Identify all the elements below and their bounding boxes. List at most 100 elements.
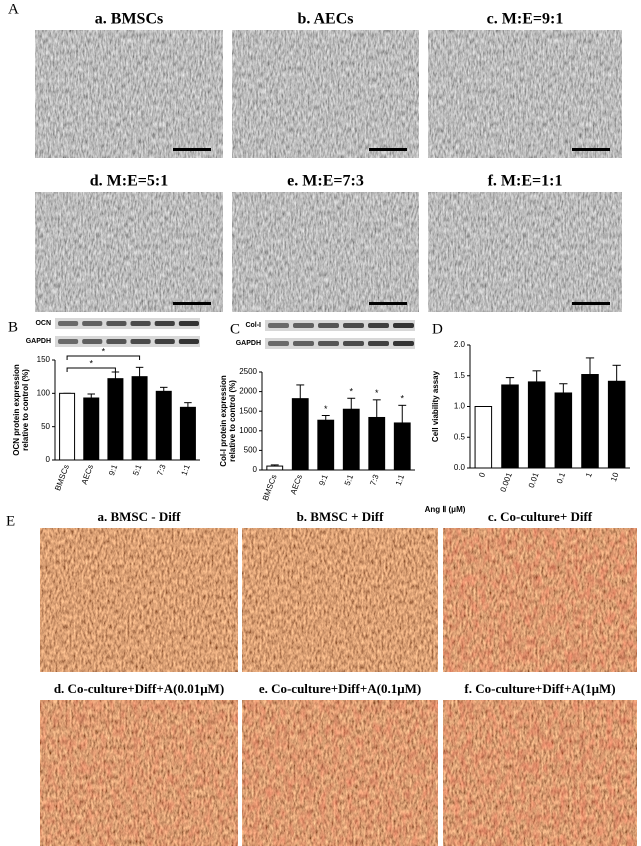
- image-title: e. Co-culture+Diff+A(0.1μM): [259, 681, 421, 696]
- x-tick-label: 5:1: [131, 463, 143, 477]
- image-title: d. Co-culture+Diff+A(0.01μM): [54, 681, 224, 696]
- bar: [474, 406, 493, 469]
- bar: [527, 381, 546, 469]
- significance-label: *: [375, 388, 379, 398]
- panel-label: C: [230, 321, 240, 337]
- stain: [40, 700, 238, 846]
- image-title: a. BMSC - Diff: [97, 509, 181, 524]
- scale-bar: [173, 302, 211, 305]
- image-title: f. M:E=1:1: [488, 173, 563, 190]
- micrograph: [232, 192, 419, 312]
- blot-band: [343, 323, 364, 328]
- x-tick-label: 1:1: [180, 463, 192, 477]
- panel-label: D: [432, 321, 443, 337]
- x-tick-label: 0.001: [499, 471, 514, 493]
- significance-bracket: [66, 355, 141, 360]
- y-tick-label: 2500: [239, 367, 257, 376]
- image-title: d. M:E=5:1: [90, 173, 168, 190]
- panel-label: E: [6, 513, 15, 529]
- blot-band: [318, 341, 339, 346]
- y-axis-label: Cell viability assay: [431, 370, 440, 442]
- blot-band: [343, 341, 364, 346]
- blot-band: [106, 339, 127, 344]
- x-tick-label: 10: [609, 471, 621, 483]
- significance-label: *: [400, 394, 404, 404]
- bar: [501, 384, 519, 469]
- micrograph: [428, 192, 622, 312]
- y-tick-label: 150: [37, 355, 51, 364]
- y-tick-label: 1000: [239, 426, 257, 435]
- image-title: c. Co-culture+ Diff: [488, 509, 593, 524]
- bar: [291, 398, 309, 471]
- x-tick-label: AECs: [80, 463, 95, 485]
- x-tick-label: BMSCs: [53, 463, 71, 492]
- micrograph: [428, 30, 622, 158]
- bar: [155, 390, 172, 461]
- micrograph: [232, 30, 419, 158]
- y-axis-label: relative to control (%): [228, 380, 237, 462]
- x-tick-label: 0.01: [527, 471, 541, 489]
- scale-bar: [369, 148, 407, 151]
- bar: [83, 397, 100, 461]
- bar: [581, 374, 599, 469]
- blot-strip: [265, 320, 415, 331]
- x-tick-label: BMSCs: [261, 473, 279, 502]
- stain: [242, 700, 438, 846]
- blot-band: [268, 323, 289, 328]
- blot-label: GAPDH: [236, 340, 261, 347]
- y-tick-label: 1500: [239, 406, 257, 415]
- significance-label: *: [349, 387, 353, 397]
- blot-strip: [55, 336, 200, 347]
- bar: [317, 419, 335, 471]
- bar: [368, 416, 386, 471]
- image-title: c. M:E=9:1: [487, 11, 564, 28]
- x-tick-label: 0: [477, 471, 487, 479]
- blot-label: OCN: [35, 320, 51, 327]
- significance-label: *: [324, 404, 328, 414]
- blot-band: [130, 339, 151, 344]
- image-title: b. BMSC + Diff: [297, 509, 385, 524]
- blot-band: [58, 339, 79, 344]
- significance-label: *: [89, 358, 93, 368]
- bar: [342, 408, 360, 471]
- x-tick-label: 5:1: [343, 473, 355, 487]
- blot-band: [154, 339, 175, 344]
- y-tick-label: 0: [253, 465, 258, 474]
- y-tick-label: 100: [37, 388, 51, 397]
- x-axis-label: Ang Ⅱ (μM): [425, 505, 466, 514]
- scale-bar: [173, 148, 211, 151]
- stain: [443, 528, 637, 672]
- panel-label: A: [8, 1, 19, 17]
- image-title: e. M:E=7:3: [287, 173, 364, 190]
- scale-bar: [572, 302, 610, 305]
- y-axis-label: Col-I protein expression: [219, 375, 228, 467]
- x-tick-label: AECs: [289, 473, 304, 495]
- micrograph: [242, 528, 438, 672]
- y-tick-label: 50: [41, 422, 50, 431]
- y-tick-label: 2.0: [454, 340, 466, 349]
- significance-bracket: [66, 367, 116, 372]
- y-axis-label: relative to control (%): [21, 369, 30, 451]
- x-tick-label: 9:1: [317, 473, 329, 487]
- bar: [179, 406, 196, 461]
- y-tick-label: 0: [46, 455, 51, 464]
- y-tick-label: 0.0: [454, 463, 466, 472]
- blot-band: [82, 321, 103, 326]
- blot-band: [268, 341, 289, 346]
- significance-label: *: [102, 346, 106, 356]
- x-tick-label: 1:1: [394, 473, 406, 487]
- micrograph: [40, 528, 238, 672]
- bar: [59, 392, 76, 461]
- stain: [443, 700, 637, 846]
- blot-band: [58, 321, 79, 326]
- blot-band: [318, 323, 339, 328]
- blot-strip: [265, 338, 415, 349]
- x-tick-label: 9:1: [107, 463, 119, 477]
- x-tick-label: 7:3: [368, 473, 380, 487]
- x-tick-label: 1: [584, 471, 594, 479]
- image-title: f. Co-culture+Diff+A(1μM): [464, 681, 615, 696]
- bar: [266, 465, 284, 471]
- y-tick-label: 1.5: [454, 371, 466, 380]
- image-title: a. BMSCs: [95, 11, 163, 28]
- blot-band: [368, 341, 389, 346]
